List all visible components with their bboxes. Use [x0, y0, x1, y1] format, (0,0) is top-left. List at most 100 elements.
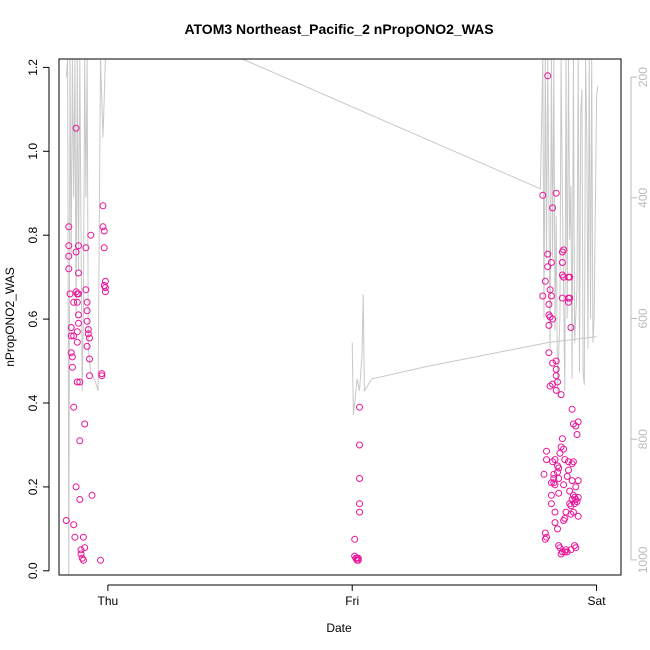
scatter-point — [547, 259, 555, 266]
scatter-point — [558, 435, 566, 443]
scatter-point — [541, 277, 549, 285]
y-tick-label: 0.4 — [26, 394, 40, 411]
right-y-axis: 200 400 600 800 1000 — [630, 67, 650, 573]
plot-frame — [58, 58, 622, 576]
scatter-point — [81, 420, 89, 428]
scatter-point — [75, 319, 82, 327]
right-y-tick-label: 400 — [636, 187, 650, 207]
scatter-point — [86, 355, 93, 363]
scatter-point — [77, 550, 85, 558]
scatter-point — [573, 431, 581, 438]
scatter-point — [557, 391, 565, 399]
scatter-point — [554, 468, 561, 476]
scatter-point — [77, 546, 85, 554]
scatter-point — [84, 330, 92, 338]
right-y-tick-label: 1000 — [636, 546, 650, 573]
x-tick-label: Sat — [588, 594, 607, 608]
right-y-tick-label: 200 — [636, 67, 650, 87]
scatter-point — [70, 332, 78, 340]
scatter-point — [544, 250, 552, 258]
scatter-point — [563, 548, 571, 556]
scatter-point — [68, 363, 76, 371]
scatter-point — [566, 487, 574, 495]
scatter-point — [76, 378, 84, 386]
scatter-point — [71, 533, 79, 541]
scatter-point — [86, 334, 93, 342]
scatter-point — [572, 483, 580, 491]
scatter-point — [100, 227, 108, 235]
scatter-point — [574, 493, 582, 501]
y-tick-label: 0.6 — [26, 310, 40, 327]
scatter-point — [83, 307, 91, 315]
scatter-point — [551, 519, 559, 527]
scatter-point — [560, 246, 568, 254]
scatter-point — [546, 286, 554, 294]
scatter-point — [84, 326, 92, 334]
scatter-point — [543, 447, 550, 455]
scatter-point — [98, 370, 106, 378]
scatter-point — [76, 437, 84, 445]
scatter-point — [73, 298, 81, 306]
scatter-point — [561, 514, 569, 522]
y-tick-label: 0.8 — [26, 227, 40, 244]
scatter-point — [547, 491, 555, 499]
scatter-point — [565, 298, 572, 306]
scatter-point — [558, 548, 566, 556]
x-tick-label: Thu — [98, 594, 119, 608]
scatter-point — [550, 475, 558, 482]
scatter-point — [82, 286, 90, 294]
right-y-tick-label: 600 — [636, 308, 650, 328]
scatter-point — [356, 441, 363, 449]
scatter-point — [550, 470, 558, 478]
scatter-point — [83, 342, 91, 350]
scatter-point — [66, 290, 74, 298]
scatter-point — [101, 288, 109, 296]
x-tick-label: Fri — [345, 594, 359, 608]
scatter-point — [547, 500, 555, 508]
scatter-point — [83, 298, 91, 306]
scatter-point — [552, 357, 560, 365]
y-axis-label: nPropONO2_WAS — [3, 267, 17, 367]
scatter-point — [560, 445, 568, 453]
scatter-point — [72, 483, 80, 491]
scatter-point — [539, 292, 547, 300]
scatter-point — [574, 512, 582, 520]
scatter-point — [70, 403, 78, 411]
scatter-point — [574, 418, 582, 426]
x-axis: Thu Fri Sat — [98, 584, 607, 608]
scatter-point — [556, 449, 564, 457]
y-tick-label: 1.2 — [26, 59, 40, 76]
scatter-point — [356, 403, 363, 411]
scatter-point — [551, 508, 559, 516]
scatter-point — [356, 500, 363, 508]
scatter-point — [573, 498, 581, 506]
scatter-point — [541, 529, 549, 537]
scatter-point — [65, 265, 73, 273]
scatter-point — [567, 324, 575, 331]
scatter-point — [72, 248, 80, 256]
scatter-point — [549, 315, 557, 323]
scatter-point — [540, 470, 548, 478]
scatter-point — [356, 508, 363, 516]
scatter-point — [563, 472, 571, 480]
scatter-point — [549, 204, 557, 212]
scatter-point — [65, 242, 73, 250]
scatter-point — [568, 405, 576, 413]
scatter-point — [75, 290, 82, 298]
scatter-point — [551, 481, 559, 489]
scatter-point — [67, 349, 75, 357]
scatter-point — [98, 372, 106, 380]
scatter-point — [65, 252, 73, 260]
scatter-point — [88, 491, 96, 499]
scatter-point — [356, 475, 363, 482]
scatter-point — [100, 244, 108, 252]
scatter-point — [565, 466, 572, 474]
scatter-point — [83, 317, 91, 325]
scatter-point — [560, 481, 568, 489]
y-tick-label: 0.2 — [26, 478, 40, 495]
scatter-point — [555, 489, 563, 497]
scatter-point — [569, 508, 577, 516]
y-tick-label: 1.0 — [26, 143, 40, 160]
scatter-point — [558, 259, 566, 266]
